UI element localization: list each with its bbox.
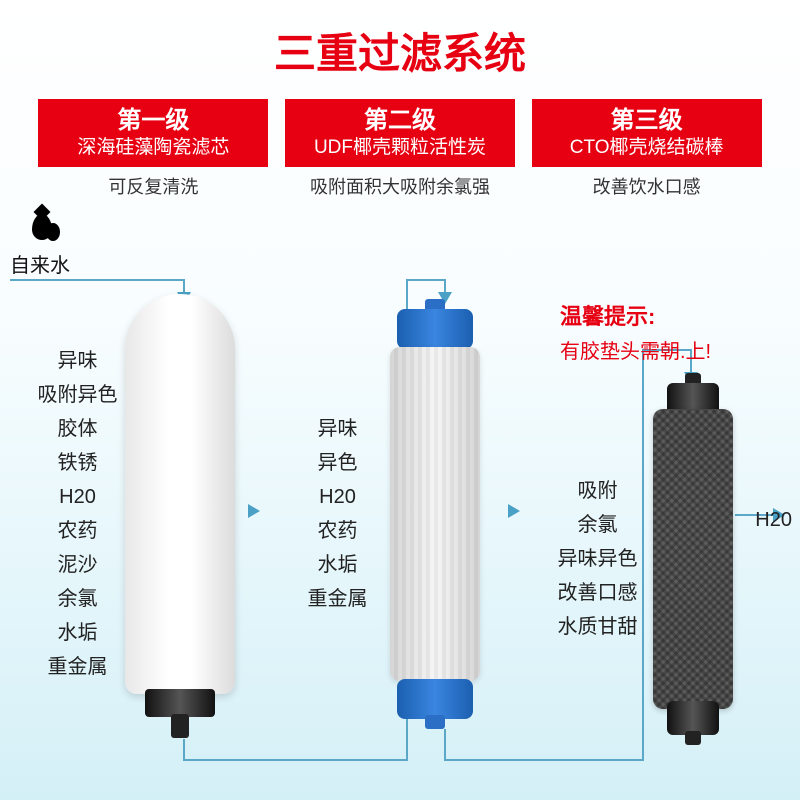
tip-heading: 温馨提示:	[560, 299, 711, 331]
removes-item: 水垢	[290, 548, 385, 582]
stage-name: 深海硅藻陶瓷滤芯	[46, 136, 260, 161]
removes-item: 异味	[30, 344, 125, 378]
water-drop-icon	[46, 223, 60, 241]
stage-column-3: 吸附余氯异味异色改善口感水质甘甜	[550, 359, 780, 759]
stage-box-3: 第三级 CTO椰壳烧结碳棒	[532, 99, 762, 167]
main-title: 三重过滤系统	[0, 0, 800, 81]
removes-list-3: 吸附余氯异味异色改善口感水质甘甜	[550, 474, 645, 644]
flow-line	[444, 759, 644, 761]
stage-header-3: 第三级 CTO椰壳烧结碳棒 改善饮水口感	[532, 99, 762, 199]
removes-item: 异味异色	[550, 542, 645, 576]
stage-name: UDF椰壳颗粒活性炭	[293, 136, 507, 161]
removes-item: 异味	[290, 412, 385, 446]
filter-cto-carbon	[645, 379, 740, 739]
removes-item: 农药	[30, 514, 125, 548]
removes-item: 重金属	[290, 582, 385, 616]
removes-item: 农药	[290, 514, 385, 548]
removes-list-1: 异味吸附异色胶体铁锈H20农药泥沙余氯水垢重金属	[30, 344, 125, 684]
stage-desc: 吸附面积大吸附余氯强	[285, 173, 515, 199]
removes-item: 异色	[290, 446, 385, 480]
removes-item: 水垢	[30, 616, 125, 650]
stage-level: 第三级	[540, 105, 754, 136]
stage-name: CTO椰壳烧结碳棒	[540, 136, 754, 161]
removes-item: H20	[290, 480, 385, 514]
removes-list-2: 异味异色H20农药水垢重金属	[290, 412, 385, 616]
input-label: 自来水	[10, 249, 70, 278]
tip-box: 温馨提示: 有胶垫头需朝.上!	[560, 299, 711, 364]
stage-box-1: 第一级 深海硅藻陶瓷滤芯	[38, 99, 268, 167]
removes-item: 水质甘甜	[550, 610, 645, 644]
flow-line	[183, 759, 408, 761]
removes-item: 余氯	[550, 508, 645, 542]
tip-text: 有胶垫头需朝.上!	[560, 335, 711, 364]
removes-item: 重金属	[30, 650, 125, 684]
removes-item: 吸附异色	[30, 378, 125, 412]
removes-item: 泥沙	[30, 548, 125, 582]
stage-headers: 第一级 深海硅藻陶瓷滤芯 可反复清洗 第二级 UDF椰壳颗粒活性炭 吸附面积大吸…	[0, 99, 800, 199]
removes-item: 胶体	[30, 412, 125, 446]
stage-column-1: 异味吸附异色胶体铁锈H20农药泥沙余氯水垢重金属	[30, 279, 270, 749]
filter-ceramic	[125, 294, 235, 734]
stage-level: 第一级	[46, 105, 260, 136]
removes-item: H20	[30, 480, 125, 514]
stage-header-2: 第二级 UDF椰壳颗粒活性炭 吸附面积大吸附余氯强	[285, 99, 515, 199]
flow-diagram: 自来水 异味吸附异色胶体铁锈H20农药泥沙余氯水垢重金属 异味异色H20农药水垢…	[0, 209, 800, 769]
stage-column-2: 异味异色H20农药水垢重金属	[290, 279, 530, 749]
removes-item: 改善口感	[550, 576, 645, 610]
output-label: H20	[755, 509, 792, 532]
removes-item: 吸附	[550, 474, 645, 508]
stage-desc: 改善饮水口感	[532, 173, 762, 199]
stage-header-1: 第一级 深海硅藻陶瓷滤芯 可反复清洗	[38, 99, 268, 199]
removes-item: 铁锈	[30, 446, 125, 480]
stage-level: 第二级	[293, 105, 507, 136]
filter-udf-carbon	[385, 299, 485, 729]
removes-item: 余氯	[30, 582, 125, 616]
stage-box-2: 第二级 UDF椰壳颗粒活性炭	[285, 99, 515, 167]
stage-desc: 可反复清洗	[38, 173, 268, 199]
